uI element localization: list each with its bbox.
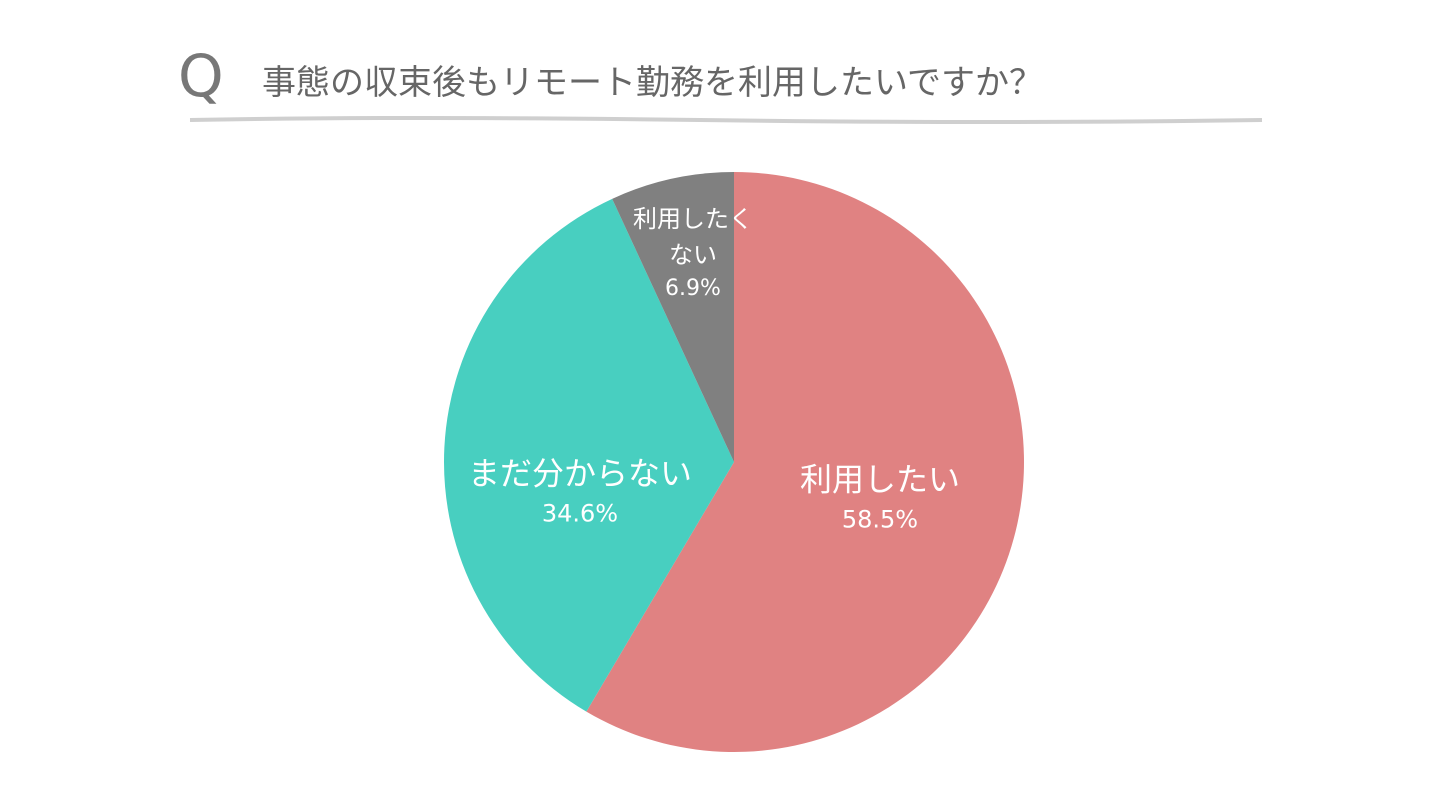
value-label: 34.6% [541, 499, 619, 528]
slice-label: 利用したい 58.5% [800, 456, 960, 537]
pie-slice [443, 198, 734, 712]
title-underline [189, 116, 1263, 124]
chart-title: 事態の収束後もリモート勤務を利用したいですか？ [262, 63, 1043, 103]
category-label: 利用したい [799, 460, 961, 499]
slice-label: まだ分からない 34.6% [468, 450, 692, 531]
pie-slice [586, 172, 1024, 752]
pie [443, 172, 1024, 752]
slice-label: 利用したく ない 6.9% [633, 201, 753, 305]
title-prefix: Q [178, 42, 224, 110]
pie-slice [612, 172, 734, 462]
category-label: 利用したく ない [633, 205, 753, 270]
value-label: 6.9% [665, 276, 721, 302]
value-label: 58.5% [841, 505, 919, 534]
category-label: まだ分からない [467, 454, 693, 493]
